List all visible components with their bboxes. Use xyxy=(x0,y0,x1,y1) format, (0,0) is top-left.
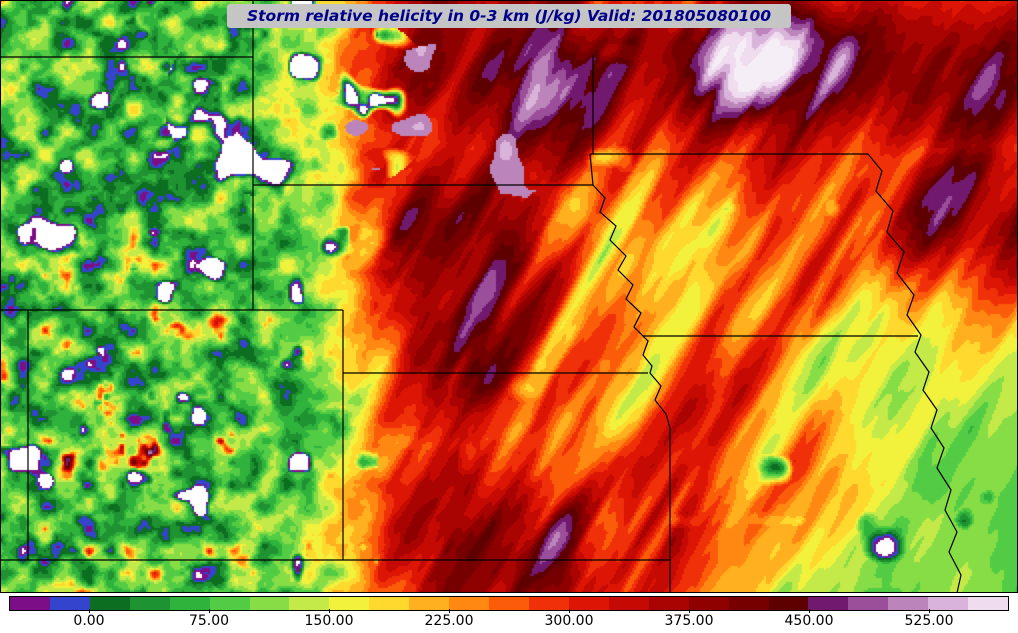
colorbar-segment xyxy=(209,597,250,610)
colorbar-ticks: 0.00 75.00 150.00 225.00 300.00 375.00 450.00 5… xyxy=(9,609,1009,633)
colorbar-segment xyxy=(768,597,809,610)
colorbar-segment xyxy=(129,597,170,610)
colorbar-segment xyxy=(329,597,370,610)
colorbar-segment xyxy=(808,597,849,610)
colorbar-segment xyxy=(449,597,490,610)
colorbar-tick-mark xyxy=(89,609,90,613)
colorbar-segment xyxy=(928,597,969,610)
colorbar-segment xyxy=(648,597,689,610)
colorbar-area: 0.00 75.00 150.00 225.00 300.00 375.00 450.00 5… xyxy=(0,593,1018,633)
colorbar-segment xyxy=(49,597,90,610)
colorbar xyxy=(9,596,1009,611)
colorbar-segment xyxy=(888,597,929,610)
colorbar-segment xyxy=(89,597,130,610)
colorbar-tick-label: 375.00 xyxy=(664,613,714,629)
colorbar-segment xyxy=(169,597,210,610)
colorbar-tick-label: 75.00 xyxy=(188,613,230,629)
colorbar-segment xyxy=(728,597,769,610)
colorbar-segment xyxy=(249,597,290,610)
colorbar-tick-label: 225.00 xyxy=(424,613,474,629)
colorbar-tick-label: 0.00 xyxy=(73,613,105,629)
map-title: Storm relative helicity in 0-3 km (J/kg)… xyxy=(226,4,792,28)
colorbar-segment xyxy=(568,597,609,610)
colorbar-segment xyxy=(968,597,1009,610)
colorbar-tick-label: 450.00 xyxy=(784,613,834,629)
colorbar-tick-label: 525.00 xyxy=(904,613,954,629)
colorbar-segment xyxy=(528,597,569,610)
map-area: Storm relative helicity in 0-3 km (J/kg)… xyxy=(0,0,1018,593)
colorbar-segment xyxy=(489,597,529,610)
colorbar-segment xyxy=(10,597,50,610)
colorbar-tick-mark xyxy=(449,609,450,613)
colorbar-segment xyxy=(688,597,729,610)
colorbar-segment xyxy=(848,597,889,610)
colorbar-tick-mark xyxy=(209,609,210,613)
colorbar-segment xyxy=(369,597,410,610)
colorbar-segment xyxy=(289,597,330,610)
colorbar-segment xyxy=(409,597,450,610)
colorbar-tick-mark xyxy=(809,609,810,613)
colorbar-tick-mark xyxy=(689,609,690,613)
colorbar-tick-label: 150.00 xyxy=(304,613,354,629)
colorbar-tick-label: 300.00 xyxy=(544,613,594,629)
colorbar-segment xyxy=(608,597,649,610)
colorbar-tick-mark xyxy=(929,609,930,613)
colorbar-tick-mark xyxy=(329,609,330,613)
colorbar-tick-mark xyxy=(569,609,570,613)
helicity-field-canvas xyxy=(0,0,1018,593)
